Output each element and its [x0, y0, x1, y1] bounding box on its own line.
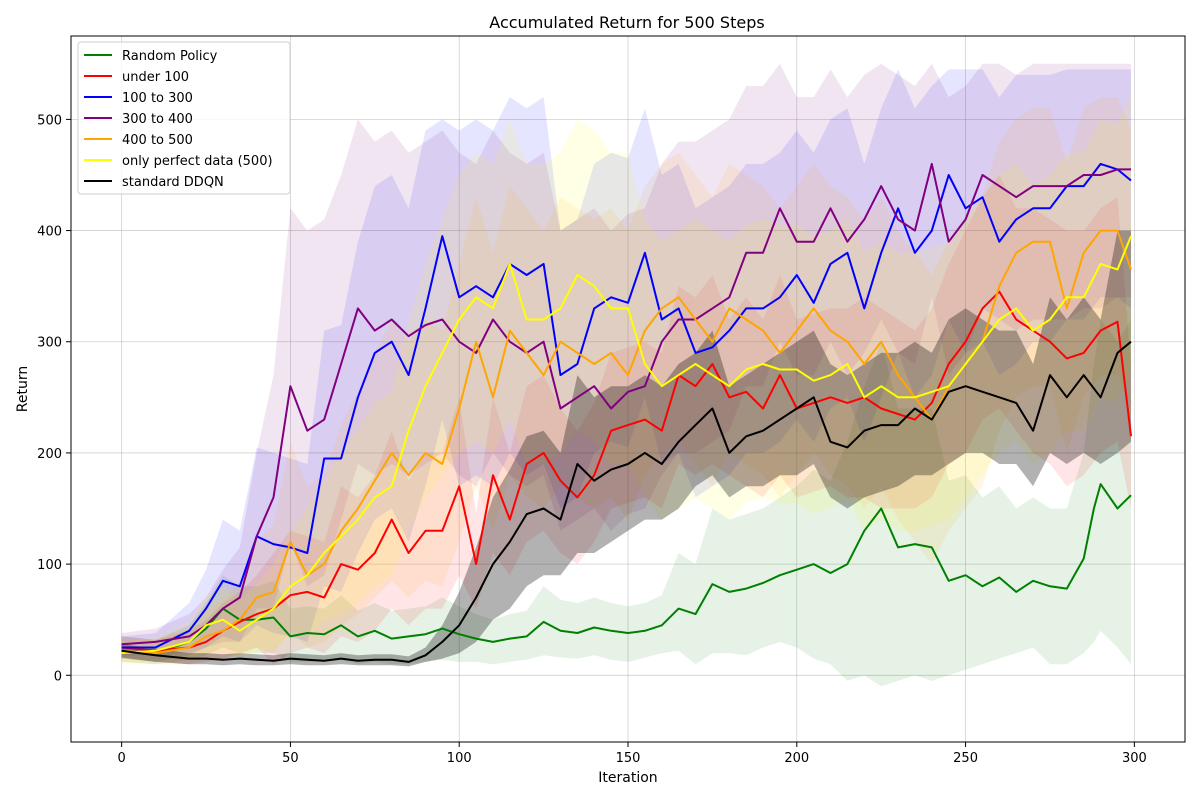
legend-label: 300 to 400 — [122, 112, 193, 127]
x-tick-label: 0 — [117, 751, 125, 766]
legend-label: Random Policy — [122, 49, 218, 64]
y-tick-label: 300 — [37, 336, 62, 351]
legend-box — [77, 41, 291, 195]
legend-label: standard DDQN — [122, 175, 224, 190]
band-100-to-300 — [121, 69, 1132, 662]
x-tick-label: 250 — [953, 751, 978, 766]
x-axis-label: Iteration — [598, 770, 657, 786]
line-only-perfect-data-500 — [121, 235, 1132, 655]
legend-label: under 100 — [122, 70, 189, 85]
band-random-policy — [121, 319, 1132, 687]
series-lines — [121, 162, 1132, 663]
band-300-to-400 — [121, 63, 1132, 656]
x-tick-label: 100 — [447, 751, 472, 766]
line-under-100 — [121, 290, 1132, 652]
y-tick-label: 200 — [37, 447, 62, 462]
x-axis-ticks: 0 50 100 150 200 250 300 — [117, 742, 1147, 766]
y-tick-label: 500 — [37, 113, 62, 128]
band-400-to-500 — [121, 97, 1132, 665]
y-tick-label: 100 — [37, 558, 62, 573]
y-tick-label: 0 — [54, 669, 62, 684]
x-tick-label: 50 — [282, 751, 299, 766]
legend-label: 100 to 300 — [122, 91, 193, 106]
band-only-perfect-data-500 — [121, 91, 1132, 665]
band-under-100 — [121, 175, 1132, 665]
y-tick-label: 400 — [37, 225, 62, 240]
chart-title: Accumulated Return for 500 Steps — [489, 13, 764, 32]
band-standard-ddqn — [121, 230, 1132, 667]
line-standard-ddqn — [121, 340, 1132, 663]
y-axis-ticks: 0 100 200 300 400 500 — [37, 113, 71, 684]
legend-label: only perfect data (500) — [122, 154, 273, 169]
x-tick-label: 150 — [616, 751, 641, 766]
legend-label: 400 to 500 — [122, 133, 193, 148]
legend: Random Policy under 100 100 to 300 300 to 4… — [77, 41, 291, 195]
line-300-to-400 — [121, 162, 1131, 646]
line-random-policy — [121, 483, 1132, 655]
x-tick-label: 200 — [784, 751, 809, 766]
x-tick-label: 300 — [1122, 751, 1147, 766]
confidence-bands — [121, 63, 1132, 687]
y-axis-label: Return — [15, 366, 31, 412]
